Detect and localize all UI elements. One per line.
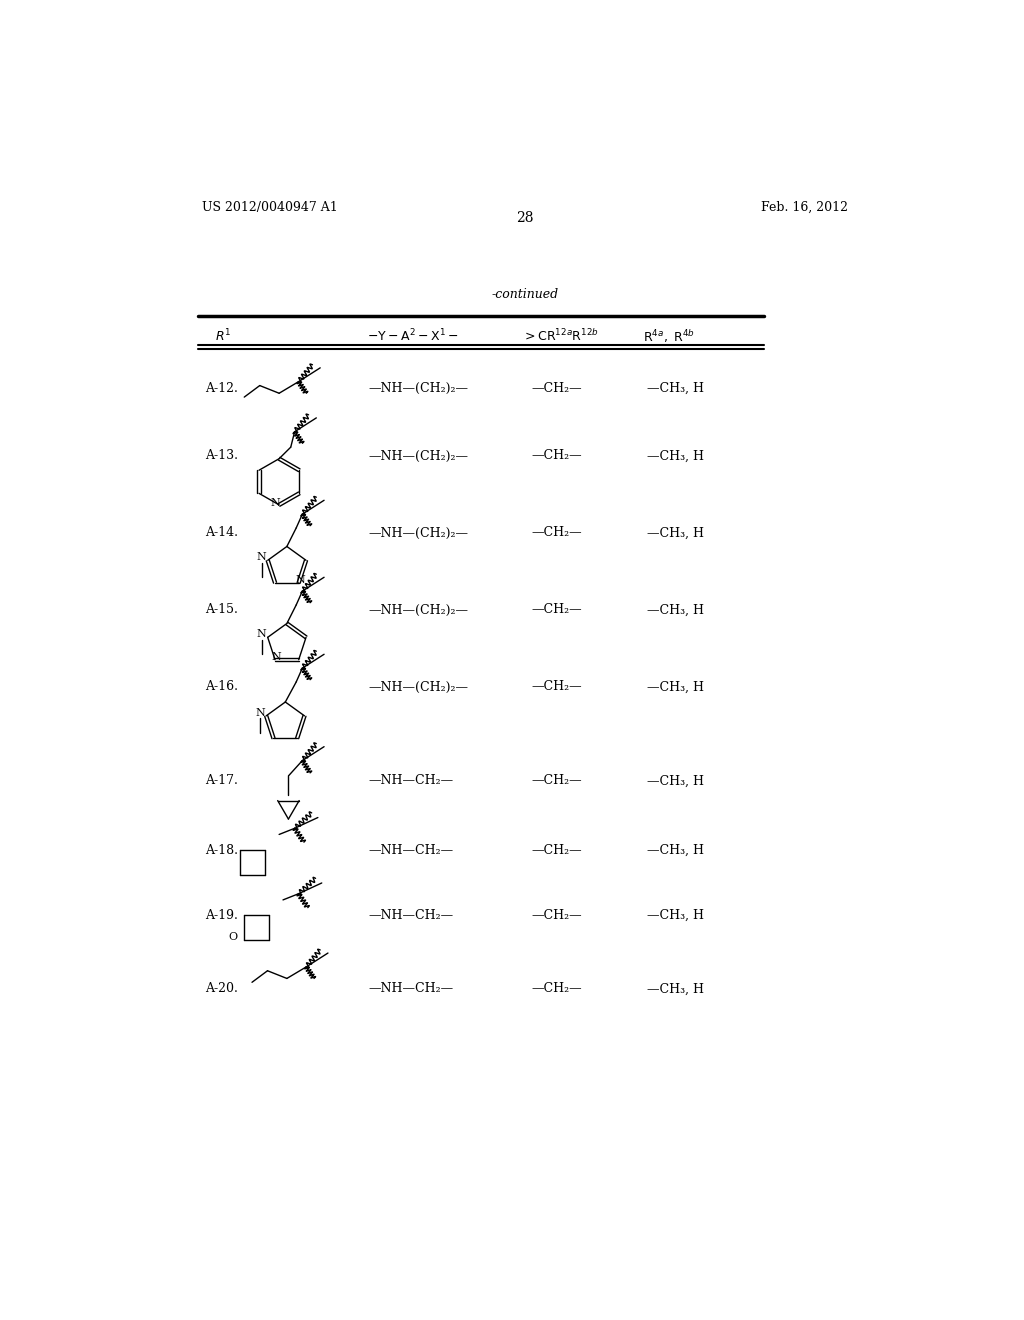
Text: US 2012/0040947 A1: US 2012/0040947 A1 (202, 201, 337, 214)
Text: Feb. 16, 2012: Feb. 16, 2012 (761, 201, 848, 214)
Text: —CH₂—: —CH₂— (531, 681, 582, 693)
Text: N: N (271, 652, 282, 661)
Text: N: N (295, 574, 305, 585)
Text: —CH₃, H: —CH₃, H (647, 982, 705, 995)
Text: N: N (270, 498, 281, 508)
Text: A-17.: A-17. (206, 775, 239, 788)
Text: —NH—CH₂—: —NH—CH₂— (369, 909, 454, 923)
Text: A-19.: A-19. (206, 909, 239, 923)
Text: —CH₂—: —CH₂— (531, 982, 582, 995)
Text: $-\mathrm{Y}-\mathrm{A}^2-\mathrm{X}^1-$: $-\mathrm{Y}-\mathrm{A}^2-\mathrm{X}^1-$ (367, 327, 459, 345)
Text: —CH₂—: —CH₂— (531, 527, 582, 540)
Text: $\mathrm{R}^{4a},\ \mathrm{R}^{4b}$: $\mathrm{R}^{4a},\ \mathrm{R}^{4b}$ (643, 327, 694, 345)
Text: —CH₃, H: —CH₃, H (647, 681, 705, 693)
Text: —CH₃, H: —CH₃, H (647, 527, 705, 540)
Text: —CH₃, H: —CH₃, H (647, 909, 705, 923)
Text: $R^1$: $R^1$ (215, 327, 231, 345)
Text: A-14.: A-14. (206, 527, 239, 540)
Text: A-12.: A-12. (206, 381, 239, 395)
Text: A-20.: A-20. (206, 982, 239, 995)
Text: —NH—(CH₂)₂—: —NH—(CH₂)₂— (369, 449, 468, 462)
Text: N: N (257, 552, 266, 562)
Text: 28: 28 (516, 211, 534, 224)
Text: A-15.: A-15. (206, 603, 239, 616)
Text: —NH—CH₂—: —NH—CH₂— (369, 775, 454, 788)
Text: O: O (228, 932, 238, 942)
Text: A-13.: A-13. (206, 449, 239, 462)
Text: A-16.: A-16. (206, 681, 239, 693)
Text: —NH—(CH₂)₂—: —NH—(CH₂)₂— (369, 381, 468, 395)
Text: $>\mathrm{CR}^{12a}\mathrm{R}^{12b}$: $>\mathrm{CR}^{12a}\mathrm{R}^{12b}$ (521, 327, 598, 343)
Text: —NH—(CH₂)₂—: —NH—(CH₂)₂— (369, 527, 468, 540)
Text: N: N (257, 630, 266, 639)
Text: A-18.: A-18. (206, 843, 239, 857)
Text: —CH₂—: —CH₂— (531, 843, 582, 857)
Text: —CH₂—: —CH₂— (531, 603, 582, 616)
Text: —CH₃, H: —CH₃, H (647, 775, 705, 788)
Text: —CH₃, H: —CH₃, H (647, 449, 705, 462)
Text: —NH—(CH₂)₂—: —NH—(CH₂)₂— (369, 681, 468, 693)
Text: —NH—CH₂—: —NH—CH₂— (369, 982, 454, 995)
Text: —CH₃, H: —CH₃, H (647, 381, 705, 395)
Text: —NH—(CH₂)₂—: —NH—(CH₂)₂— (369, 603, 468, 616)
Text: -continued: -continued (492, 288, 558, 301)
Text: N: N (255, 708, 265, 718)
Text: —CH₂—: —CH₂— (531, 775, 582, 788)
Text: —CH₃, H: —CH₃, H (647, 603, 705, 616)
Text: —CH₃, H: —CH₃, H (647, 843, 705, 857)
Text: —CH₂—: —CH₂— (531, 381, 582, 395)
Text: —NH—CH₂—: —NH—CH₂— (369, 843, 454, 857)
Text: —CH₂—: —CH₂— (531, 909, 582, 923)
Text: —CH₂—: —CH₂— (531, 449, 582, 462)
